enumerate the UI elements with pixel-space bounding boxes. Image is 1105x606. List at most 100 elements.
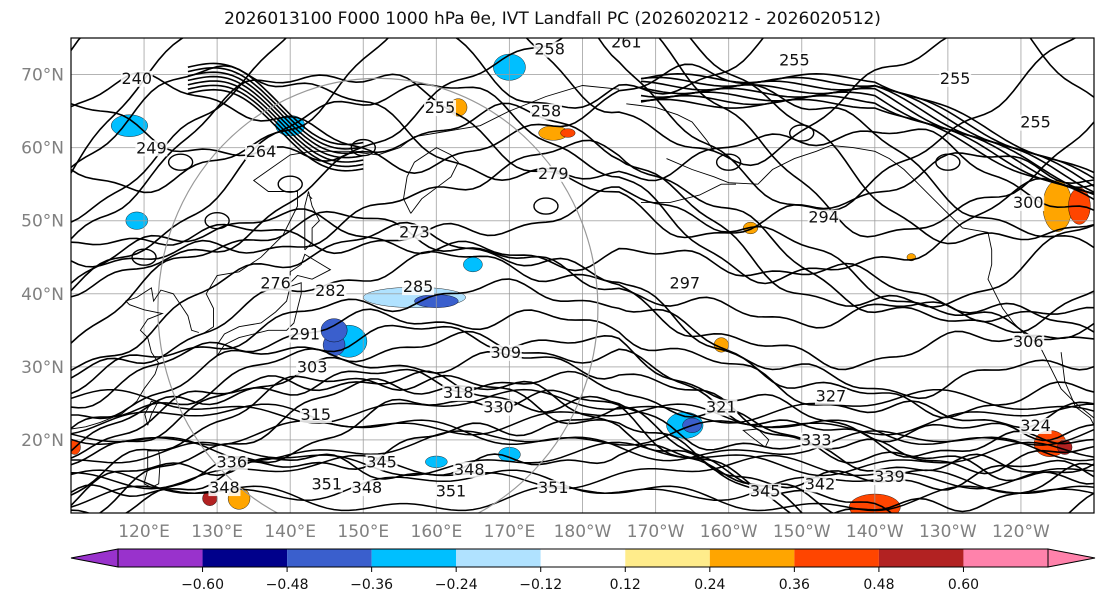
theta-e-contour-loop [277,175,303,193]
theta-e-contour [71,388,1094,424]
colorbar-tick-label: 0.48 [863,577,894,593]
contour-label-bg [807,209,840,226]
colorbar-segment [287,549,372,567]
contour-label: 306 [1013,332,1044,351]
contour-label-bg [529,103,562,120]
contour-label-bg [537,480,570,497]
contour-label: 273 [399,222,430,241]
contour-label: 315 [301,405,332,424]
colorbar-segment [540,549,626,567]
contour-label: 285 [403,277,434,296]
colorbar-tick-label: 0.36 [779,577,810,593]
contour-label: 282 [315,281,346,300]
longitude-tick-label: 160°W [700,522,758,542]
contour-label-bg [215,454,248,471]
contour-label-bg [537,165,570,182]
theta-e-contour [71,350,1094,475]
colorbar-over-extend [1047,548,1096,568]
colorbar-tick-label: −0.60 [181,577,224,593]
longitude-tick-label: 170°E [484,522,536,542]
theta-e-contours [71,38,1094,513]
colorbar-segment [202,549,288,567]
coastline-segment [304,191,320,251]
theta-e-contour [640,91,1094,195]
contour-label: 330 [483,398,514,417]
theta-e-contour [187,75,364,159]
theta-e-contour [71,139,1094,334]
contour-label-bg [749,483,782,500]
theta-e-contour [71,83,1094,292]
theta-e-contour-loop [167,153,194,171]
theta-e-contour [187,88,364,172]
latitude-tick-label: 20°N [21,431,64,451]
coastline-segment [641,183,736,203]
coastline-segment [626,103,715,152]
contour-label-bg [668,275,701,292]
theta-e-contour [71,38,1094,109]
contour-label-bg [705,399,738,416]
coastline-segment [216,282,302,357]
contour-label: 255 [425,98,456,117]
contour-label-bg [310,476,343,493]
longitude-tick-label: 150°W [773,522,831,542]
colorbar-segment [456,549,541,567]
contour-label-bg [803,476,836,493]
coastline-segment [71,287,200,430]
coastline-segment [144,400,158,426]
theta-e-contour [71,250,1094,400]
theta-e-contour [71,210,1094,344]
contour-label: 345 [750,482,781,501]
colorbar-tick-label: −0.48 [266,577,309,593]
colorbar-tick-label: −0.12 [519,577,562,593]
theta-e-contour-loop [350,138,376,157]
theta-e-contour [187,71,364,154]
contour-label: 300 [1013,193,1044,212]
theta-e-contour-loop [789,124,815,142]
ivt-shade-patch [463,257,483,273]
contour-label-bg [533,41,566,58]
colorbar-tick-label: 0.24 [694,577,725,593]
longitude-tick-label: 120°E [118,522,170,542]
contour-label: 348 [454,460,485,479]
coastlines [71,85,1094,488]
contour-label: 342 [805,474,836,493]
contour-label: 258 [534,40,565,59]
contour-label: 318 [443,383,474,402]
longitude-tick-label: 180°W [554,522,612,542]
contour-labels: 261 258 255 255 258 255 255 240 249 264 279 273 294 3… [120,38,1052,501]
contour-label-bg [244,143,277,160]
contour-label-bg [296,359,329,376]
contour-label-bg [1012,333,1045,350]
contour-label-bg [814,388,847,405]
theta-e-contour [71,102,1094,308]
contour-label: 249 [136,138,167,157]
longitude-tick-label: 140°E [264,522,316,542]
theta-e-contour [71,374,1094,496]
contour-label-bg [288,326,321,343]
theta-e-contour [71,221,1094,372]
longitude-tick-label: 170°W [627,522,685,542]
contour-label: 255 [940,69,971,88]
theta-e-contour [71,186,1094,341]
contour-label-bg [135,140,168,157]
contour-label: 258 [531,102,562,121]
theta-e-contour [187,80,364,163]
coastline-segment [143,450,161,488]
contour-label: 255 [1020,113,1051,132]
contour-label: 291 [290,325,321,344]
theta-e-contour-loop [935,153,961,171]
colorbar-segment [709,549,795,567]
coastline-segment [308,194,313,200]
contour-label: 324 [1020,416,1051,435]
contour-label-bg [482,399,515,416]
theta-e-contour [187,62,364,146]
theta-e-contour-loop [715,153,742,171]
contour-label-bg [939,70,972,87]
theta-e-contour-loop [533,197,559,215]
ivt-shade-patch [560,128,576,138]
theta-e-contour [71,419,1094,446]
latitude-tick-label: 70°N [21,66,64,86]
colorbar-under-extend [70,548,119,568]
contour-label-bg [402,279,435,296]
